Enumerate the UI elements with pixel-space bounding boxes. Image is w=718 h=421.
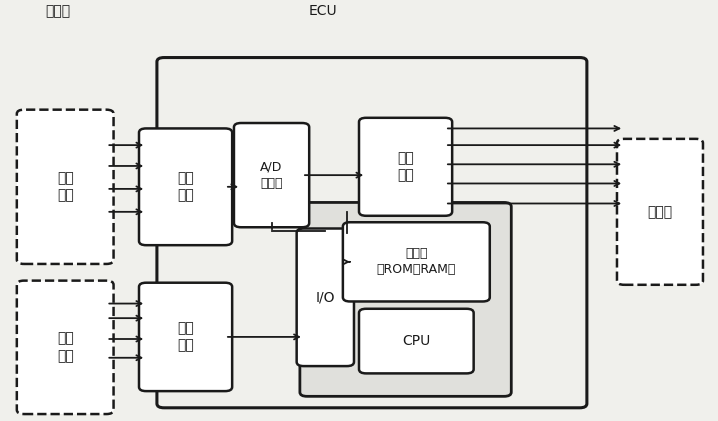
FancyBboxPatch shape — [300, 203, 511, 396]
Text: 存储器
（ROM、RAM）: 存储器 （ROM、RAM） — [377, 248, 456, 276]
FancyBboxPatch shape — [359, 309, 474, 373]
FancyBboxPatch shape — [617, 139, 703, 285]
Text: 传感器: 传感器 — [45, 4, 70, 18]
FancyBboxPatch shape — [359, 118, 452, 216]
Text: 数字
信号: 数字 信号 — [57, 332, 73, 363]
Text: 输入
回路: 输入 回路 — [177, 321, 194, 352]
Text: 执行器: 执行器 — [648, 205, 673, 219]
FancyBboxPatch shape — [297, 229, 354, 366]
Text: I/O: I/O — [316, 290, 335, 304]
FancyBboxPatch shape — [234, 123, 309, 227]
FancyBboxPatch shape — [17, 281, 113, 414]
FancyBboxPatch shape — [139, 283, 232, 391]
Text: 模拟
信号: 模拟 信号 — [57, 171, 73, 203]
Text: CPU: CPU — [402, 334, 431, 348]
Text: A/D
转换器: A/D 转换器 — [261, 161, 283, 189]
Text: 输入
回路: 输入 回路 — [177, 171, 194, 203]
FancyBboxPatch shape — [343, 222, 490, 301]
FancyBboxPatch shape — [17, 110, 113, 264]
Text: 输出
回路: 输出 回路 — [397, 151, 414, 182]
Text: ECU: ECU — [309, 4, 337, 18]
FancyBboxPatch shape — [157, 58, 587, 408]
FancyBboxPatch shape — [139, 128, 232, 245]
